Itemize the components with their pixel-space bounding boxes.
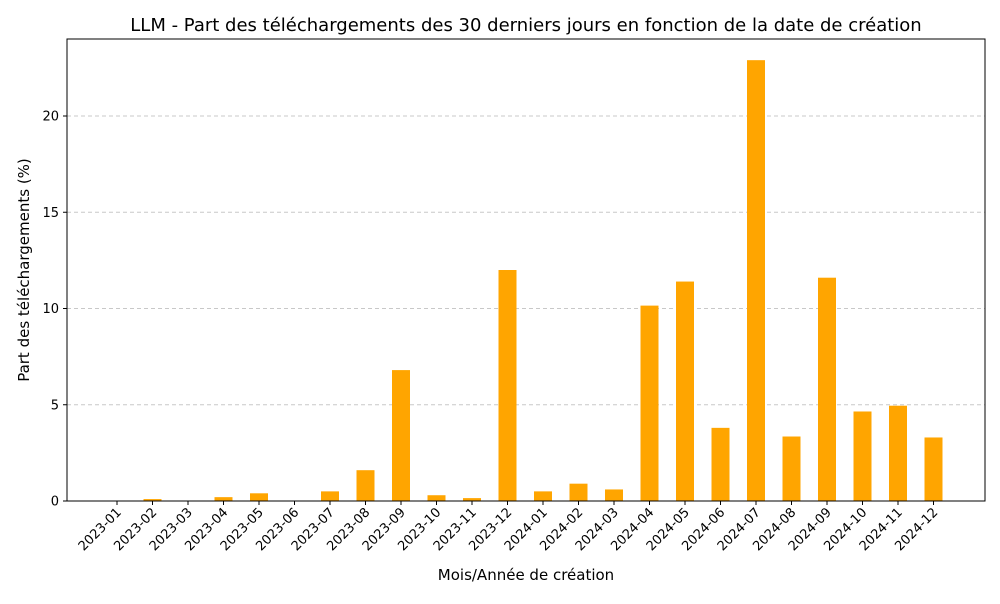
bar-2024-05 xyxy=(676,281,694,501)
bar-2024-08 xyxy=(782,436,801,501)
chart-title: LLM - Part des téléchargements des 30 de… xyxy=(130,15,921,36)
bar-2023-07 xyxy=(321,491,339,501)
bar-2024-10 xyxy=(853,411,872,501)
bar-2023-04 xyxy=(214,497,233,501)
y-axis-label: Part des téléchargements (%) xyxy=(15,158,33,382)
y-tick-label: 15 xyxy=(42,206,59,221)
bar-2023-02 xyxy=(143,499,162,501)
plot-frame xyxy=(66,38,986,502)
y-tick-label: 10 xyxy=(42,302,59,317)
gridlines xyxy=(67,115,985,406)
bar-2023-10 xyxy=(427,495,446,501)
bar-2024-09 xyxy=(818,277,836,501)
bar-2024-01 xyxy=(534,491,552,501)
bar-2023-12 xyxy=(498,270,517,501)
bar-2024-04 xyxy=(640,305,659,501)
x-axis-label: Mois/Année de création xyxy=(438,566,614,584)
bar-2023-05 xyxy=(250,493,268,501)
bar-2024-02 xyxy=(569,483,588,501)
bar-2023-08 xyxy=(356,470,375,501)
y-tick-label: 5 xyxy=(51,398,59,413)
bar-2024-03 xyxy=(605,489,623,501)
bar-2024-06 xyxy=(711,427,730,501)
bar-2023-09 xyxy=(392,370,410,501)
bar-2024-11 xyxy=(889,405,907,501)
y-tick-label: 0 xyxy=(51,495,59,510)
bars xyxy=(143,60,943,502)
bar-2023-11 xyxy=(463,498,481,501)
x-axis-ticks: 2023-012023-022023-032023-042023-052023-… xyxy=(76,501,941,554)
bar-2024-07 xyxy=(747,60,765,502)
y-axis-ticks: 0 5 10 15 20 xyxy=(42,110,67,510)
bar-2024-12 xyxy=(924,437,943,501)
y-tick-label: 20 xyxy=(42,110,59,125)
